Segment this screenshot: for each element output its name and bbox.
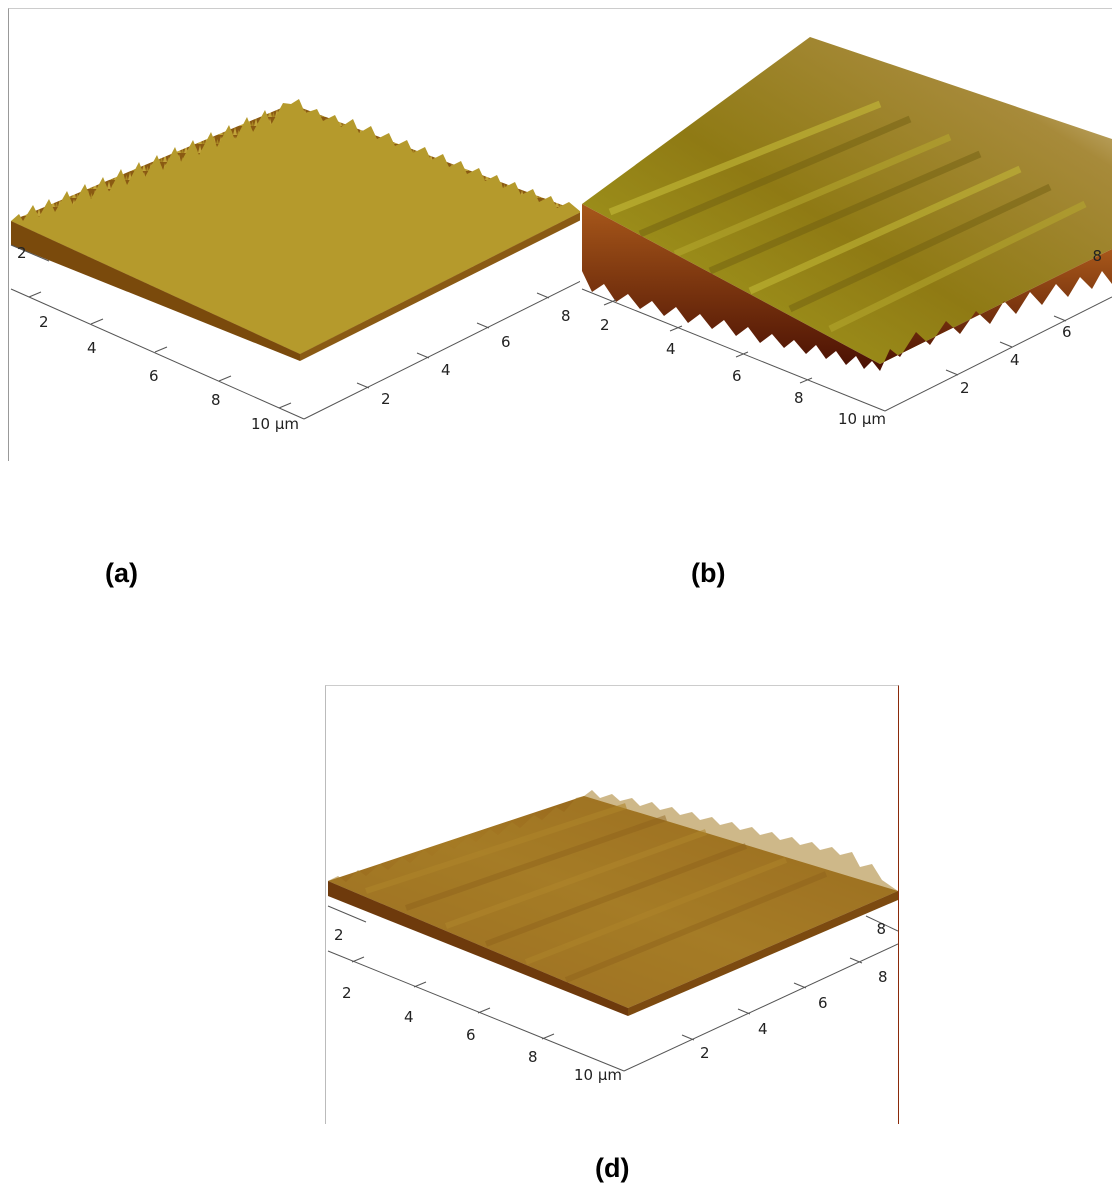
front-axis-tick: 4 — [666, 340, 676, 358]
afm-surface-b: 8 2 4 6 8 10 µm 2 4 6 — [581, 37, 1112, 428]
right-axis-tick: 6 — [501, 333, 511, 351]
surface-top — [582, 37, 1112, 364]
front-axis-tick: 6 — [466, 1026, 476, 1044]
surface-peaks — [11, 99, 581, 354]
front-axis-tick: 10 µm — [574, 1066, 622, 1084]
surface-right-face — [880, 249, 1112, 371]
front-axis-tick: 6 — [732, 367, 742, 385]
front-axis-tick: 2 — [342, 984, 352, 1002]
afm-panel-d: 2 8 2 4 6 8 10 µm 2 4 6 8 — [325, 685, 899, 1124]
caption-d: (d) — [595, 1153, 630, 1183]
front-axis-tick: 8 — [211, 391, 221, 409]
surface-stripes — [608, 100, 1087, 333]
afm-panel-a: 2 2 4 6 8 10 µm 2 4 6 8 — [8, 8, 582, 461]
front-axis-tick: 2 — [600, 316, 610, 334]
right-axis-tick: 2 — [381, 390, 391, 408]
caption-a: (a) — [105, 558, 138, 588]
corner-tick-label: 8 — [1092, 247, 1102, 265]
surface-left-face — [328, 881, 628, 1016]
surface-right-face — [628, 891, 898, 1016]
front-axis-tick: 4 — [404, 1008, 414, 1026]
surface-peaks — [328, 790, 898, 1008]
right-axis-tick: 6 — [1062, 323, 1072, 341]
front-axis-tick: 4 — [87, 339, 97, 357]
front-axis-tick: 2 — [39, 313, 49, 331]
front-axis-tick: 10 µm — [251, 415, 299, 433]
afm-panel-b: 8 2 4 6 8 10 µm 2 4 6 — [580, 8, 1112, 461]
right-axis-tick: 8 — [561, 307, 571, 325]
right-axis-tick: 4 — [758, 1020, 768, 1038]
corner-tick-label: 2 — [334, 926, 344, 944]
front-axis-tick: 6 — [149, 367, 159, 385]
afm-surface-a: 2 2 4 6 8 10 µm 2 4 6 8 — [10, 99, 581, 433]
surface-left-face — [11, 221, 300, 361]
afm-surface-d: 2 8 2 4 6 8 10 µm 2 4 6 8 — [327, 790, 898, 1084]
right-axis-tick: 4 — [441, 361, 451, 379]
right-axis-tick: 4 — [1010, 351, 1020, 369]
front-axis-tick: 8 — [794, 389, 804, 407]
caption-b: (b) — [691, 558, 726, 588]
corner-tick-label: 8 — [876, 920, 886, 938]
right-axis-tick: 2 — [960, 379, 970, 397]
axes-a — [10, 244, 581, 420]
right-axis-tick: 6 — [818, 994, 828, 1012]
right-axis-tick: 8 — [878, 968, 888, 986]
surface-right-face — [300, 212, 581, 361]
right-axis-tick: 2 — [700, 1044, 710, 1062]
front-axis-tick: 8 — [528, 1048, 538, 1066]
surface-front-face — [582, 204, 880, 371]
front-axis-tick: 10 µm — [838, 410, 886, 428]
axes-b — [581, 288, 1112, 412]
corner-tick-label: 2 — [17, 244, 27, 262]
axes-d — [327, 905, 898, 1072]
